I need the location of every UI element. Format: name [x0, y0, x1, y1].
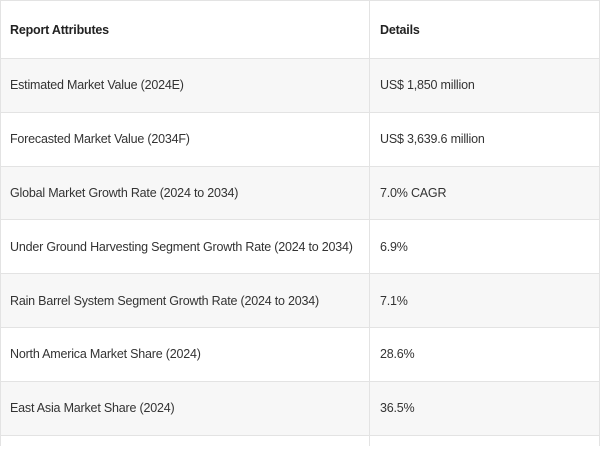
details-cell: 7.1% — [380, 293, 408, 308]
table-header-row: Report Attributes Details — [1, 1, 599, 59]
attribute-cell: North America Market Share (2024) — [1, 327, 370, 381]
details-cell: US$ 3,639.6 million — [380, 132, 485, 147]
table-row: Under Ground Harvesting Segment Growth R… — [1, 220, 599, 275]
details-cell: US$ 1,850 million — [380, 78, 475, 93]
attribute-cell-empty — [1, 435, 370, 446]
attribute-cell: Forecasted Market Value (2034F) — [1, 112, 370, 166]
attribute-cell: East Asia Market Share (2024) — [1, 381, 370, 435]
attribute-cell: Under Ground Harvesting Segment Growth R… — [1, 220, 370, 274]
table-row: North America Market Share (2024) 28.6% — [1, 327, 599, 382]
details-cell-empty — [370, 436, 599, 446]
header-details: Details — [380, 22, 420, 37]
details-cell: 28.6% — [380, 347, 415, 362]
details-cell: 6.9% — [380, 239, 408, 254]
attribute-cell: Global Market Growth Rate (2024 to 2034) — [1, 166, 370, 220]
details-cell: 7.0% CAGR — [380, 185, 447, 200]
attribute-cell: Estimated Market Value (2024E) — [1, 59, 370, 112]
table-row-partial — [1, 435, 599, 446]
details-cell: 36.5% — [380, 401, 415, 416]
table-row: East Asia Market Share (2024) 36.5% — [1, 381, 599, 436]
header-report-attributes: Report Attributes — [1, 1, 370, 58]
attribute-cell: Rain Barrel System Segment Growth Rate (… — [1, 274, 370, 327]
table-row: Estimated Market Value (2024E) US$ 1,850… — [1, 59, 599, 113]
table-row: Rain Barrel System Segment Growth Rate (… — [1, 274, 599, 328]
table-row: Forecasted Market Value (2034F) US$ 3,63… — [1, 112, 599, 167]
table-row: Global Market Growth Rate (2024 to 2034)… — [1, 166, 599, 221]
